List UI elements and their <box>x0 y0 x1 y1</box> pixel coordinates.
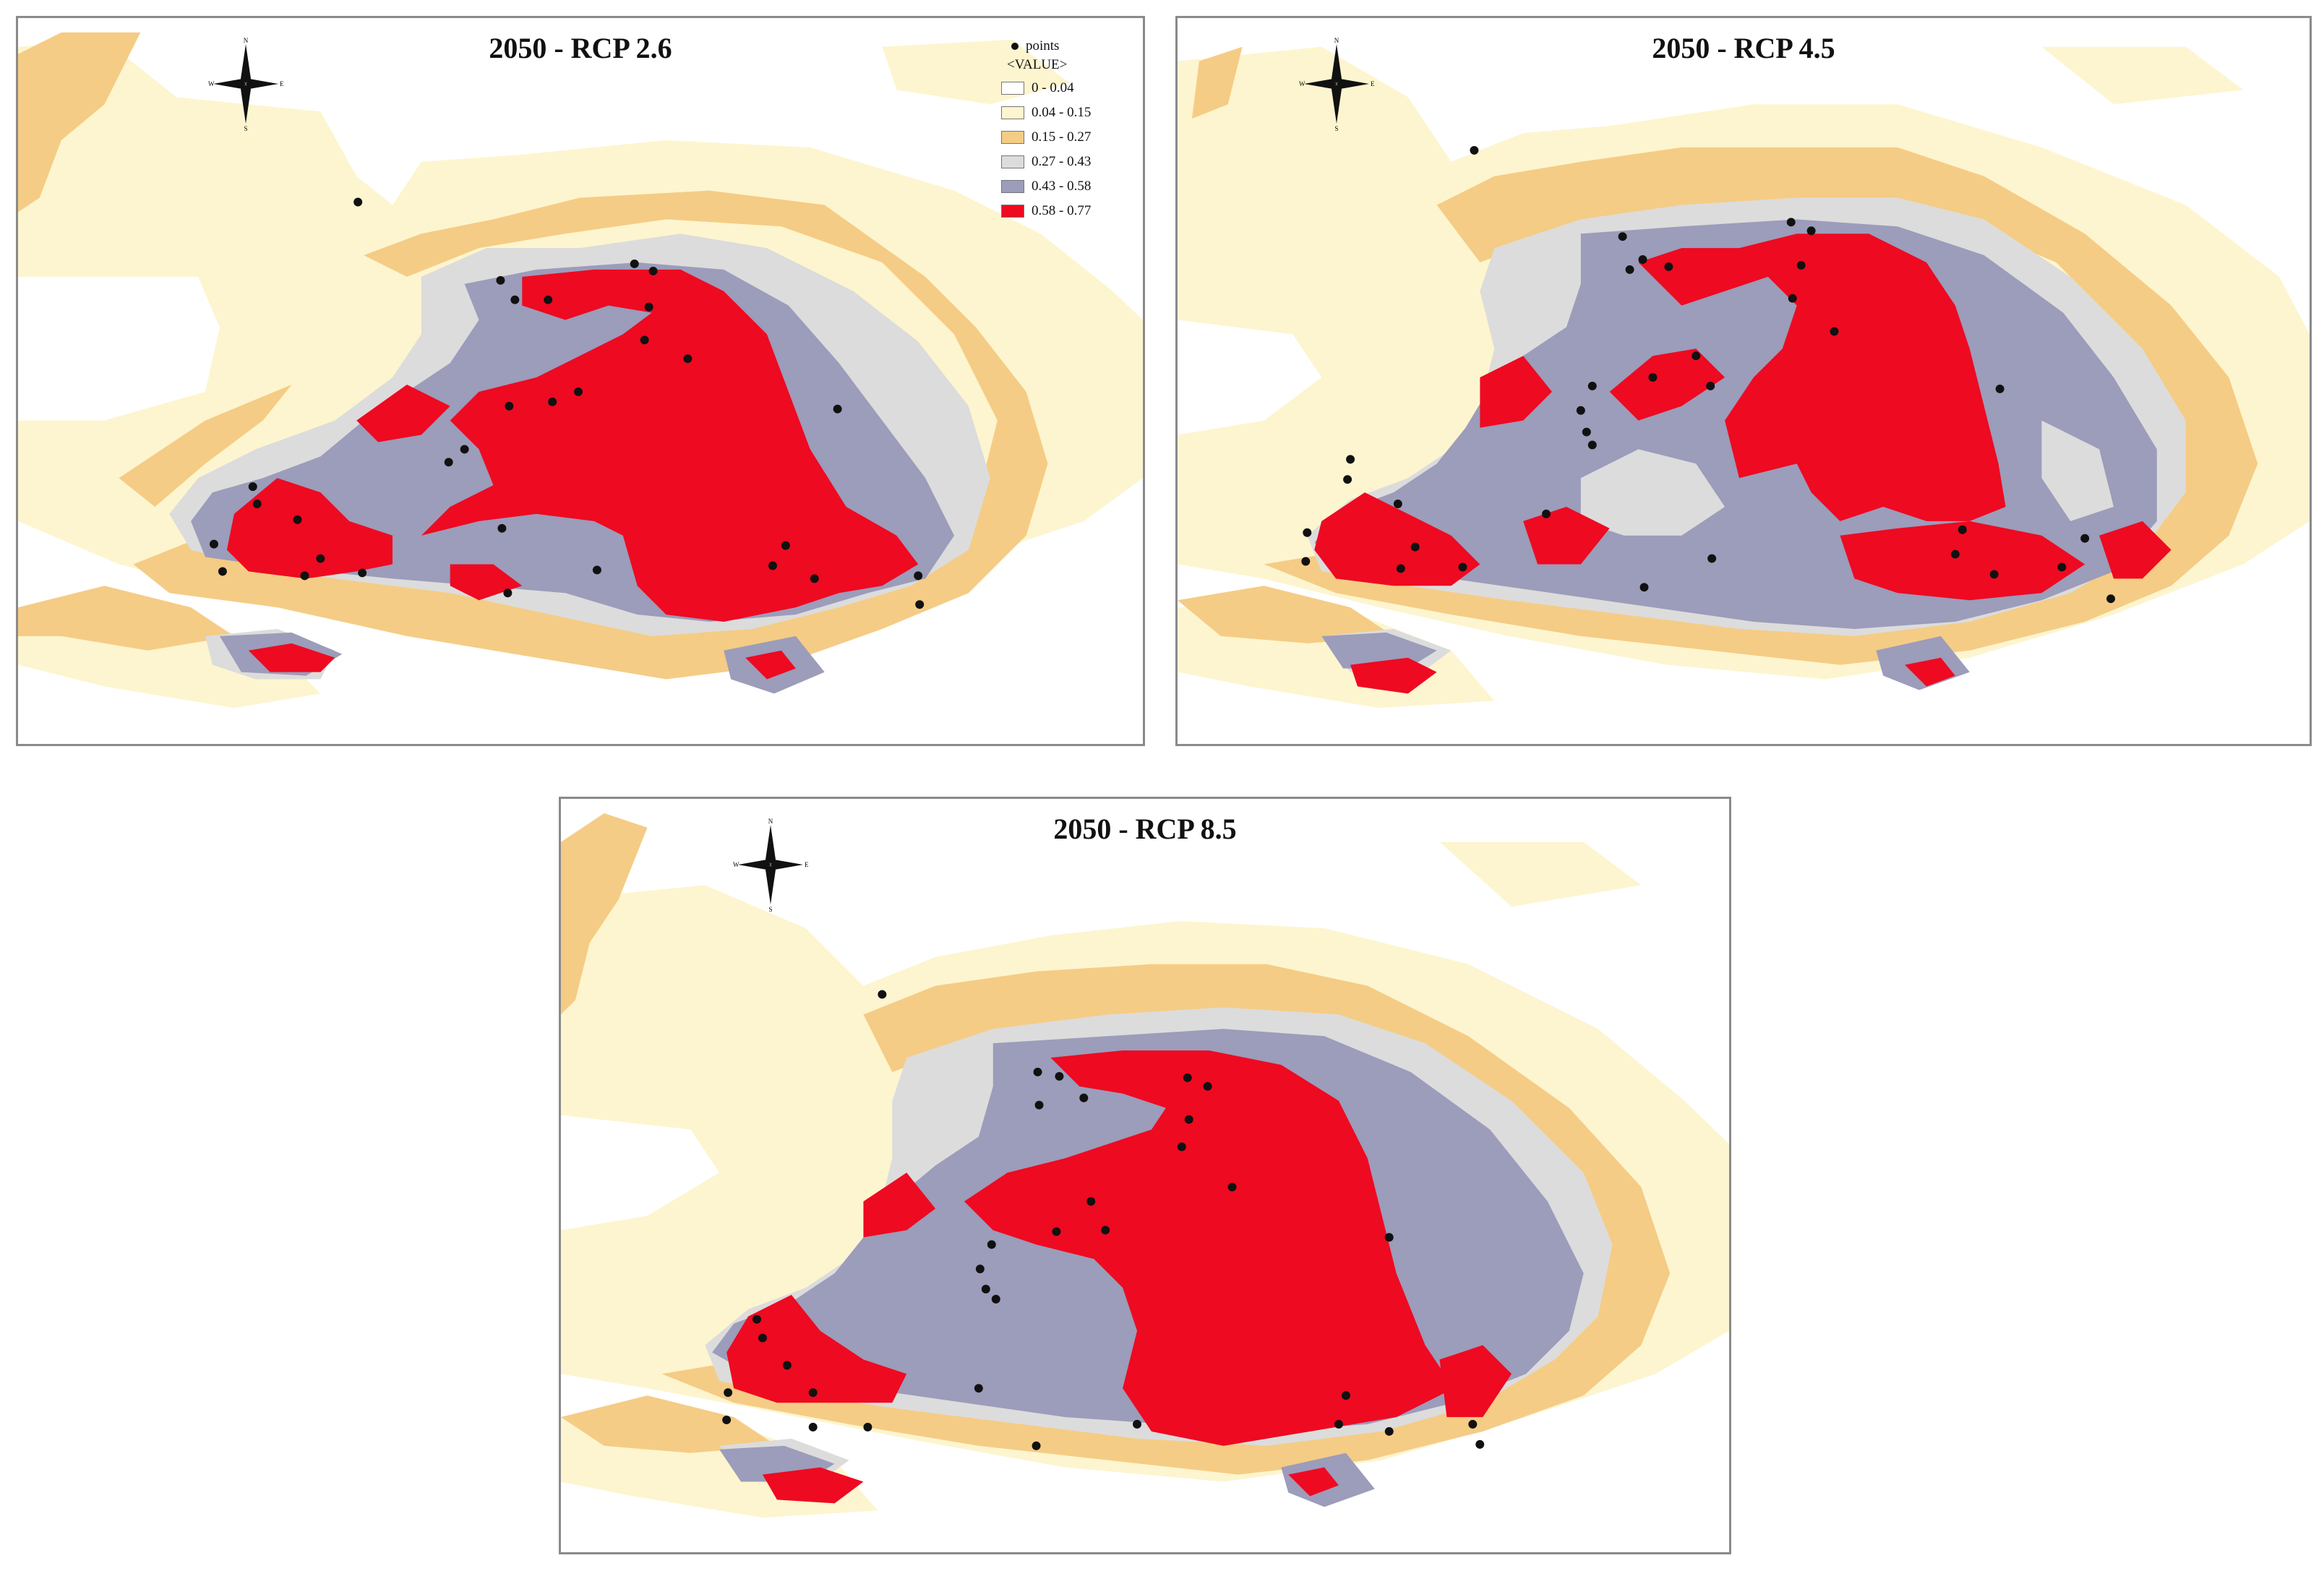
legend-class-label: 0.58 - 0.77 <box>1032 203 1092 218</box>
legend-class-row: 0.15 - 0.27 <box>1001 125 1139 150</box>
compass-rose-icon: N S W E <box>731 818 810 913</box>
occurrence-points <box>722 990 1485 1450</box>
compass-n-label: N <box>244 37 249 44</box>
suitability-map <box>561 813 1729 1518</box>
legend-swatch <box>1001 106 1024 119</box>
map-panel-rcp85: N S W E 2050 - RCP 8.5 <box>559 797 1731 1554</box>
compass-n-label: N <box>768 818 773 825</box>
class-0.58-0.77-band <box>1314 234 2171 694</box>
compass-e-label: E <box>280 80 284 87</box>
compass-w-label: W <box>1299 80 1305 87</box>
compass-rose-icon: N S W E <box>1297 37 1376 132</box>
compass-e-label: E <box>805 861 809 868</box>
class-0.27-0.43-band <box>1580 420 2114 536</box>
legend-class-label: 0.15 - 0.27 <box>1032 129 1092 145</box>
legend-swatch <box>1001 131 1024 144</box>
class-0.15-0.27-band <box>1178 46 2258 665</box>
legend-class-row: 0.04 - 0.15 <box>1001 100 1139 125</box>
legend-class-label: 0 - 0.04 <box>1032 80 1074 95</box>
legend-class-row: 0.58 - 0.77 <box>1001 199 1139 223</box>
legend-class-label: 0.27 - 0.43 <box>1032 154 1092 169</box>
legend-value-header: <VALUE> <box>1007 57 1068 72</box>
legend-swatch <box>1001 205 1024 218</box>
legend-points-label: points <box>1026 38 1060 53</box>
compass-w-label: W <box>733 861 739 868</box>
compass-e-label: E <box>1371 80 1375 87</box>
legend-class-label: 0.04 - 0.15 <box>1032 105 1092 120</box>
occurrence-points <box>1301 145 2116 604</box>
legend-class-row: 0 - 0.04 <box>1001 76 1139 100</box>
map-panel-rcp45: N S W E 2050 - RCP 4.5 <box>1175 16 2312 746</box>
legend-swatch <box>1001 180 1024 193</box>
legend-class-label: 0.43 - 0.58 <box>1032 179 1092 194</box>
legend-class-row: 0.27 - 0.43 <box>1001 150 1139 174</box>
compass-s-label: S <box>768 906 772 912</box>
suitability-map <box>18 32 1143 709</box>
occurrence-points <box>209 197 925 609</box>
panel-title: 2050 - RCP 4.5 <box>1652 32 1835 64</box>
legend-swatch <box>1001 155 1024 168</box>
panel-title: 2050 - RCP 8.5 <box>1053 813 1237 845</box>
compass-s-label: S <box>1334 125 1338 131</box>
class-0.58-0.77-band <box>726 1050 1512 1504</box>
compass-rose-icon: N S W E <box>206 37 286 132</box>
suitability-map <box>1178 46 2310 709</box>
compass-s-label: S <box>244 125 247 131</box>
compass-n-label: N <box>1334 37 1339 44</box>
points-symbol-icon <box>1011 43 1019 50</box>
legend-class-row: 0.43 - 0.58 <box>1001 174 1139 199</box>
map-panel-rcp26: N S W E 2050 - RCP 2.6 points <VALUE> 0 … <box>16 16 1145 746</box>
compass-w-label: W <box>208 80 215 87</box>
legend-swatch <box>1001 82 1024 95</box>
map-legend: points <VALUE> 0 - 0.04 0.04 - 0.15 0.15… <box>1001 38 1139 223</box>
panel-title: 2050 - RCP 2.6 <box>489 32 672 64</box>
class-0.15-0.27-band <box>561 813 1671 1475</box>
